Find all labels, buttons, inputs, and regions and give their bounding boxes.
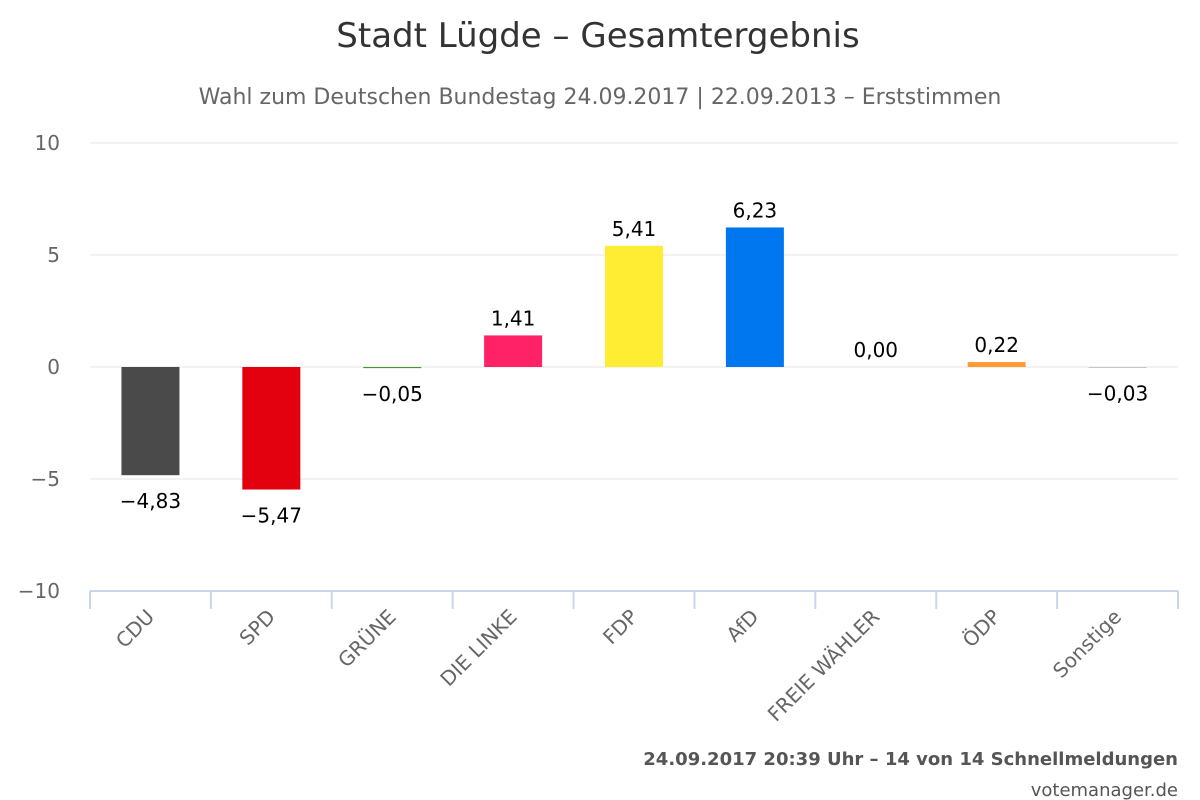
- y-tick-label: −10: [18, 579, 60, 603]
- data-label: −4,83: [120, 489, 181, 513]
- x-tick-label: GRÜNE: [333, 605, 401, 673]
- bar-fdp[interactable]: [605, 245, 663, 367]
- y-tick-label: −5: [31, 467, 60, 491]
- footer-credit[interactable]: votemanager.de: [1031, 780, 1178, 800]
- y-tick-label: 10: [35, 131, 60, 155]
- x-tick-label: FDP: [598, 605, 643, 650]
- credit-link[interactable]: votemanager.de: [1031, 780, 1178, 800]
- y-tick-label: 0: [47, 355, 60, 379]
- bar-ödp[interactable]: [967, 362, 1026, 367]
- data-label: −0,05: [362, 382, 423, 406]
- bar-grüne[interactable]: [363, 367, 422, 369]
- data-label: 5,41: [612, 217, 657, 241]
- x-axis: CDU SPD GRÜNE DIE LINKE FDP AfD FREIE WÄHLER ÖD…: [89, 590, 1179, 726]
- chart-title: Stadt Lügde – Gesamtergebnis: [336, 16, 859, 56]
- chart-subtitle: Wahl zum Deutschen Bundestag 24.09.2017 …: [199, 85, 1002, 110]
- x-tick-label: SPD: [235, 605, 280, 650]
- data-labels: −4,83 −5,47 −0,05 1,41 5,41 6,23 0,00 0,22 −0,03: [120, 198, 1148, 527]
- bar-die-linke[interactable]: [484, 335, 543, 367]
- y-tick-label: 5: [47, 243, 60, 267]
- y-axis: 10 5 0 −5 −10: [18, 131, 60, 603]
- bar-spd[interactable]: [242, 367, 301, 490]
- footer-status: 24.09.2017 20:39 Uhr – 14 von 14 Schnell…: [643, 749, 1178, 770]
- x-tick-label: FREIE WÄHLER: [763, 604, 885, 726]
- x-tick-label: ÖDP: [958, 605, 1006, 653]
- x-tick-label: Sonstige: [1048, 605, 1126, 683]
- x-tick-label: AfD: [721, 605, 763, 647]
- bar-afd[interactable]: [725, 227, 784, 367]
- x-tick-label: DIE LINKE: [435, 605, 521, 691]
- x-tick-label: CDU: [111, 605, 159, 653]
- data-label: 1,41: [491, 306, 536, 330]
- bar-cdu[interactable]: [121, 367, 180, 476]
- data-label: −5,47: [241, 504, 302, 528]
- data-label: 0,00: [854, 338, 899, 362]
- data-label: 6,23: [733, 198, 778, 222]
- bar-sonstige[interactable]: [1088, 367, 1147, 368]
- data-label: 0,22: [974, 333, 1019, 357]
- data-label: −0,03: [1087, 382, 1148, 406]
- bars: [121, 227, 1147, 490]
